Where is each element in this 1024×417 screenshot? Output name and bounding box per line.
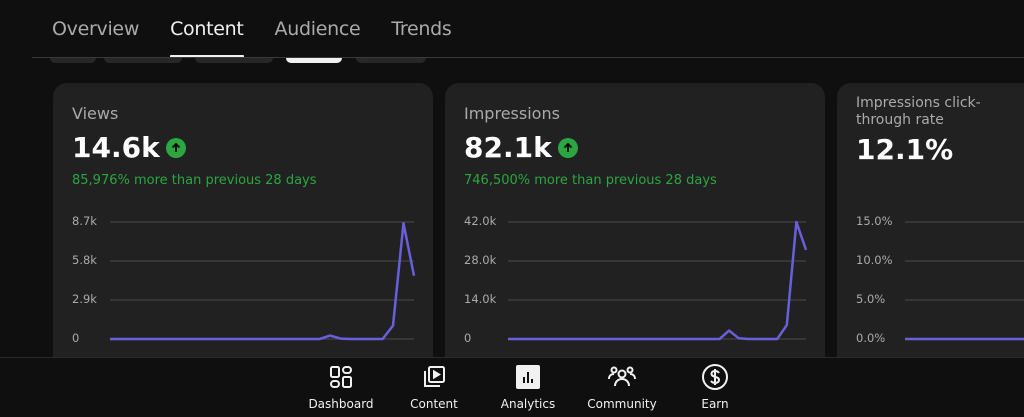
card-title: Impressions xyxy=(464,104,560,123)
nav-community[interactable]: Community xyxy=(577,364,667,412)
arrow-up-circle-icon xyxy=(557,137,578,158)
card-value-row: 12.1% xyxy=(856,133,953,166)
chip[interactable] xyxy=(286,58,342,63)
line-chart xyxy=(508,220,808,341)
y-tick-label: 14.0k xyxy=(464,292,497,306)
tab-content[interactable]: Content xyxy=(170,18,245,58)
y-tick-label: 28.0k xyxy=(464,253,497,267)
y-tick-label: 2.9k xyxy=(72,292,97,306)
content-icon xyxy=(424,366,445,387)
community-icon xyxy=(608,366,636,387)
chip[interactable] xyxy=(195,58,273,63)
y-tick-label: 8.7k xyxy=(72,214,97,228)
nav-content[interactable]: Content xyxy=(389,364,479,412)
y-tick-label: 42.0k xyxy=(464,214,497,228)
y-tick-label: 5.0% xyxy=(856,292,886,306)
arrow-up-circle-icon xyxy=(165,137,186,158)
earn-dollar-icon xyxy=(702,364,728,390)
nav-label: Dashboard xyxy=(308,397,374,411)
card-value: 14.6k xyxy=(72,131,160,164)
line-chart xyxy=(905,221,1024,341)
impressions-card[interactable]: Impressions 82.1k 746,500% more than pre… xyxy=(445,83,825,357)
dashboard-icon xyxy=(330,366,352,388)
y-tick-label: 15.0% xyxy=(856,214,893,228)
nav-label: Analytics xyxy=(500,397,556,411)
nav-earn[interactable]: Earn xyxy=(670,364,760,412)
y-tick-label: 0 xyxy=(464,331,472,345)
card-delta: 746,500% more than previous 28 days xyxy=(464,173,717,188)
card-value-row: 82.1k xyxy=(464,131,578,164)
card-value: 82.1k xyxy=(464,131,552,164)
tab-overview[interactable]: Overview xyxy=(52,18,140,40)
nav-label: Community xyxy=(587,397,657,411)
nav-analytics[interactable]: Analytics xyxy=(483,364,573,412)
tab-audience[interactable]: Audience xyxy=(274,18,361,40)
chip[interactable] xyxy=(50,58,96,63)
nav-label: Earn xyxy=(701,397,729,411)
ctr-card[interactable]: Impressions click-through rate 12.1% 0.0… xyxy=(837,83,1024,357)
nav-label: Content xyxy=(410,397,458,411)
card-title: Impressions click-through rate xyxy=(856,95,981,128)
y-tick-label: 5.8k xyxy=(72,253,97,267)
card-title: Views xyxy=(72,104,119,123)
analytics-tabs: Overview Content Audience Trends xyxy=(52,18,483,58)
chip[interactable] xyxy=(356,58,426,63)
nav-dashboard[interactable]: Dashboard xyxy=(296,364,386,412)
series-line xyxy=(110,222,416,341)
tab-divider xyxy=(32,57,1024,58)
views-card[interactable]: Views 14.6k 85,976% more than previous 2… xyxy=(53,83,433,357)
line-chart xyxy=(110,221,416,341)
chip[interactable] xyxy=(104,58,182,63)
analytics-icon xyxy=(516,365,540,389)
y-tick-label: 10.0% xyxy=(856,253,893,267)
y-tick-label: 0 xyxy=(72,331,80,345)
tab-trends[interactable]: Trends xyxy=(391,18,452,40)
bottom-nav: Dashboard Content Analytics Community Ea… xyxy=(0,357,1024,417)
card-value-row: 14.6k xyxy=(72,131,186,164)
series-line xyxy=(508,220,808,341)
card-delta: 85,976% more than previous 28 days xyxy=(72,173,317,188)
y-tick-label: 0.0% xyxy=(856,331,886,345)
card-value: 12.1% xyxy=(856,133,954,166)
